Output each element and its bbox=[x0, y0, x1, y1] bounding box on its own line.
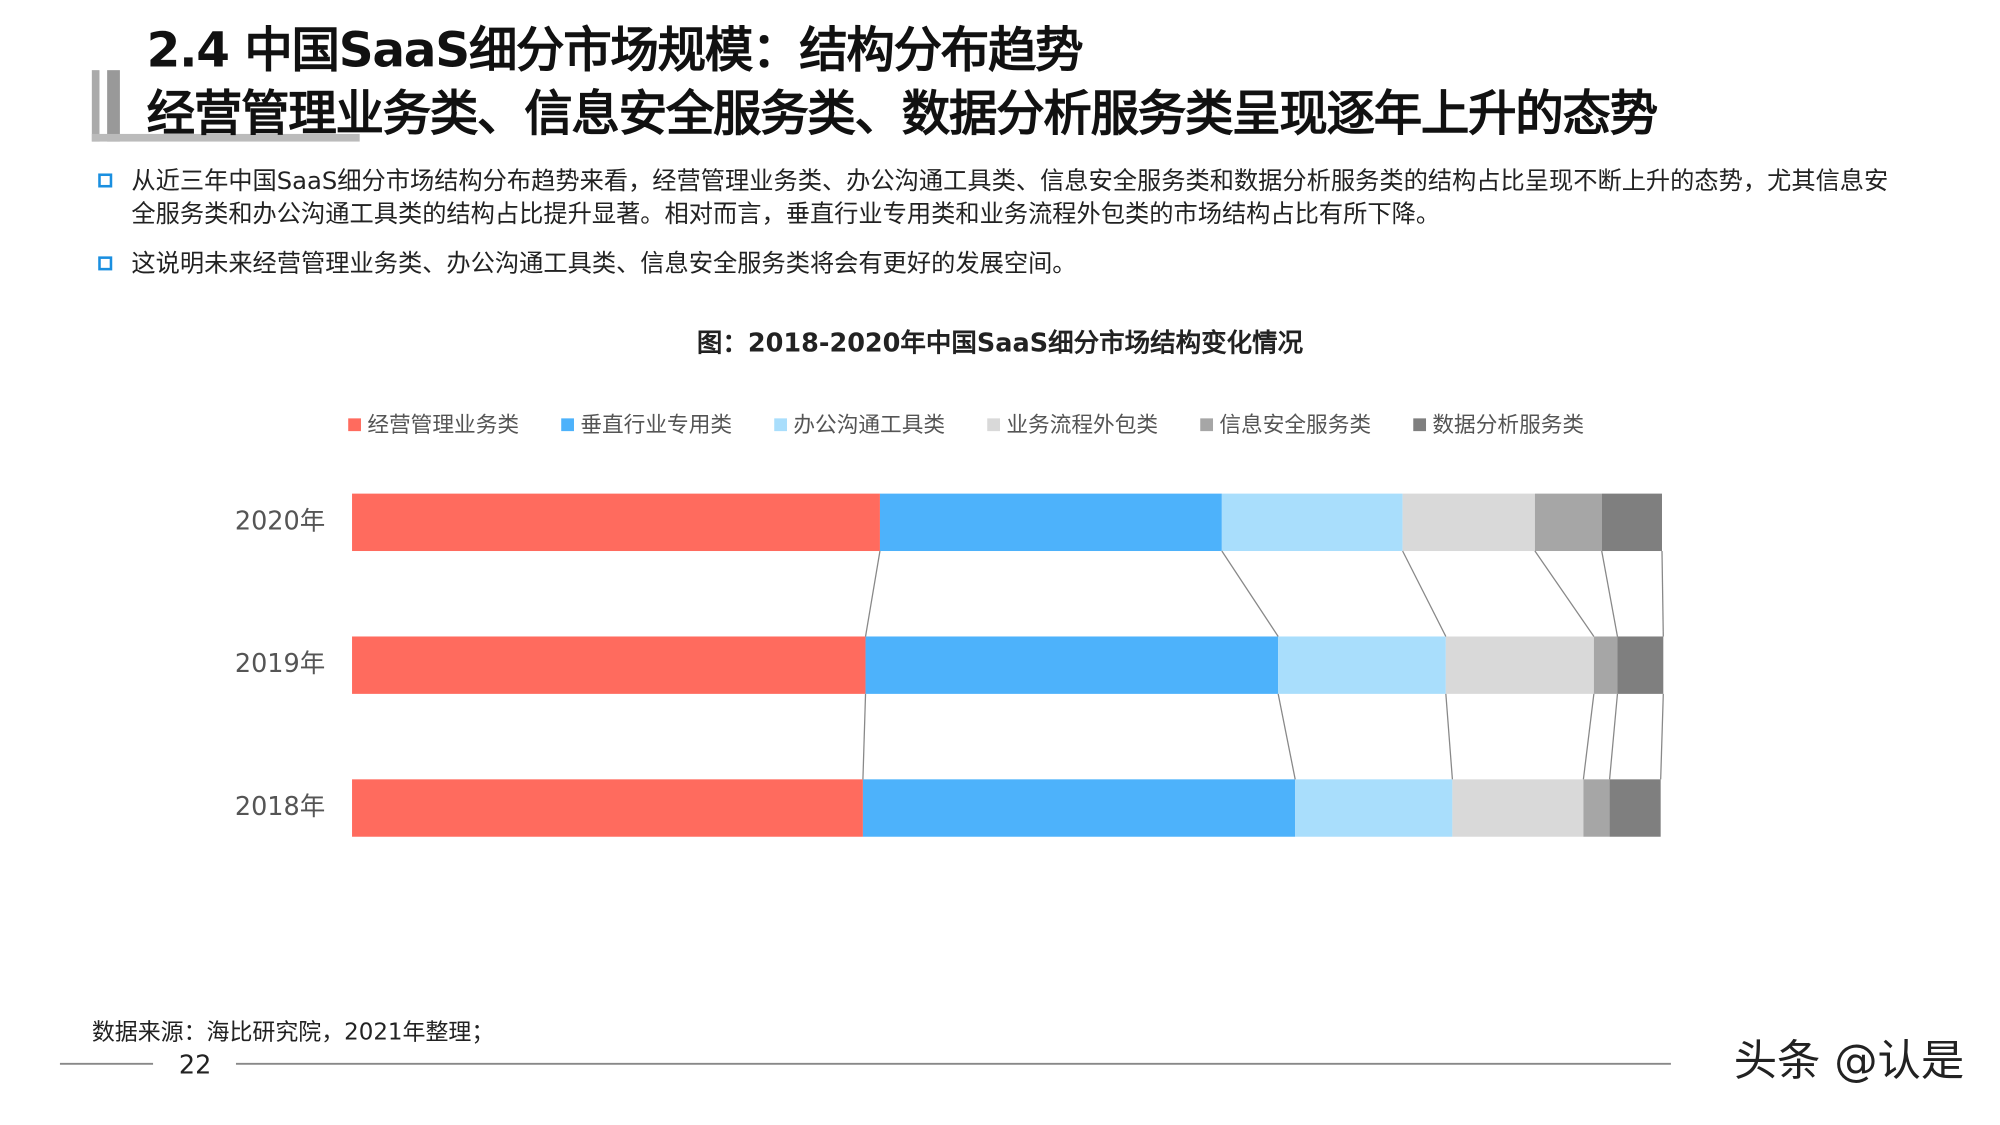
connector bbox=[1582, 693, 1595, 780]
bar-segment bbox=[1534, 493, 1602, 552]
y-tick-label: 2020年 bbox=[235, 506, 325, 536]
bullet-text: 从近三年中国SaaS细分市场结构分布趋势来看，经营管理业务类、办公沟通工具类、信… bbox=[131, 167, 1889, 229]
legend-label: 信息安全服务类 bbox=[1219, 413, 1371, 438]
connector bbox=[1277, 693, 1296, 780]
bar-segment bbox=[1295, 779, 1453, 837]
chart-title: 图：2018-2020年中国SaaS细分市场结构变化情况 bbox=[697, 328, 1304, 358]
bar-segment bbox=[1593, 636, 1618, 694]
bar-segment bbox=[1221, 493, 1403, 552]
bar-segment bbox=[352, 779, 863, 837]
title-decoration bbox=[91, 70, 100, 142]
bar-segment bbox=[352, 636, 866, 694]
bullet-marker bbox=[98, 256, 113, 271]
page-number: 22 bbox=[179, 1050, 211, 1080]
legend-label: 经营管理业务类 bbox=[367, 413, 519, 438]
legend-swatch bbox=[774, 418, 787, 432]
connector bbox=[1608, 693, 1619, 780]
source-note: 数据来源：海比研究院，2021年整理； bbox=[92, 1020, 494, 1046]
bar-segment bbox=[1609, 779, 1661, 837]
bar-segment bbox=[1402, 493, 1535, 552]
bar-segment bbox=[1445, 636, 1594, 694]
legend-label: 数据分析服务类 bbox=[1432, 413, 1584, 438]
connector bbox=[1534, 550, 1595, 637]
connector bbox=[1601, 550, 1619, 637]
title-decoration bbox=[91, 133, 360, 142]
bullet-text: 这说明未来经营管理业务类、办公沟通工具类、信息安全服务类将会有更好的发展空间。 bbox=[131, 249, 1077, 279]
bar-segment bbox=[862, 779, 1296, 837]
bar-segment bbox=[352, 493, 880, 552]
legend-label: 办公沟通工具类 bbox=[793, 413, 945, 438]
connector bbox=[1445, 693, 1454, 780]
legend-label: 垂直行业专用类 bbox=[580, 413, 732, 438]
subtitle: 经营管理业务类、信息安全服务类、数据分析服务类呈现逐年上升的态势 bbox=[146, 85, 1658, 142]
legend-swatch bbox=[987, 418, 1000, 432]
bar-segment bbox=[1601, 493, 1662, 552]
connector bbox=[1661, 551, 1664, 637]
bar-segment bbox=[1452, 779, 1584, 837]
connector bbox=[1660, 693, 1664, 780]
connector bbox=[862, 693, 867, 780]
connector bbox=[1221, 550, 1279, 637]
legend-swatch bbox=[1200, 418, 1214, 432]
bar-segment bbox=[879, 493, 1222, 552]
legend-label: 业务流程外包类 bbox=[1006, 413, 1158, 438]
bar-segment bbox=[1583, 779, 1610, 837]
connector bbox=[864, 550, 881, 637]
legend-swatch bbox=[348, 418, 361, 432]
y-tick-label: 2018年 bbox=[235, 792, 325, 822]
credit: 头条 @认是 bbox=[1734, 1036, 1965, 1086]
bar-segment bbox=[865, 636, 1279, 694]
legend-swatch bbox=[1413, 418, 1427, 432]
legend-swatch bbox=[561, 418, 574, 432]
bar-segment bbox=[1278, 636, 1446, 694]
title-decoration bbox=[107, 70, 120, 142]
y-tick-label: 2019年 bbox=[235, 649, 325, 679]
bullet-marker bbox=[98, 173, 113, 188]
title: 2.4 中国SaaS细分市场规模：结构分布趋势 bbox=[146, 21, 1084, 78]
bar-segment bbox=[1617, 636, 1664, 694]
connector bbox=[1402, 550, 1447, 637]
